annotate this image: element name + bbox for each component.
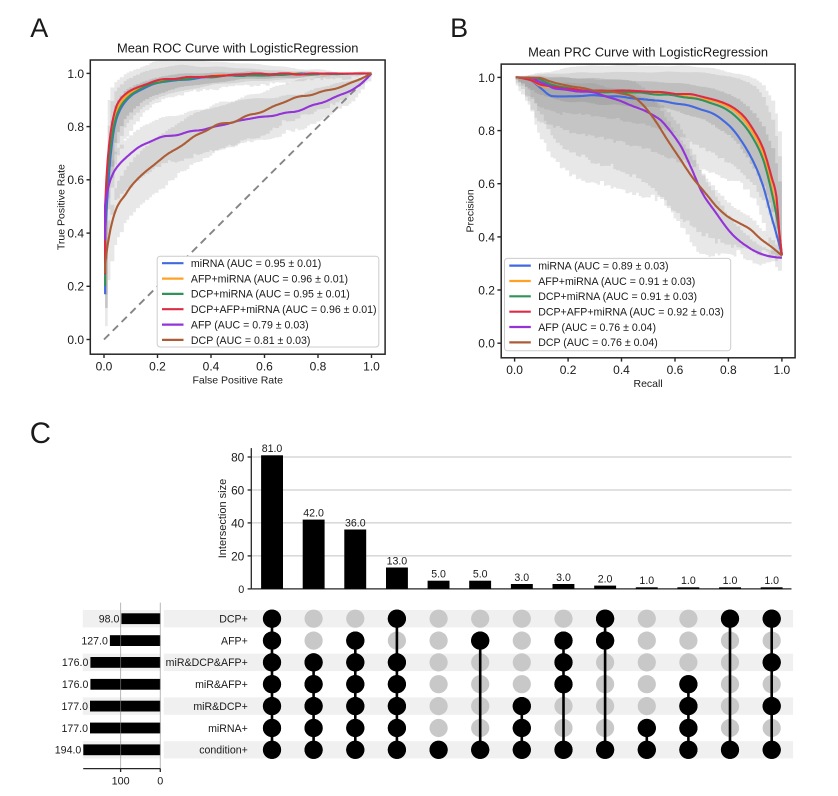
svg-text:1.0: 1.0 [723,575,738,587]
svg-text:DCP+miRNA (AUC = 0.91 ± 0.03): DCP+miRNA (AUC = 0.91 ± 0.03) [538,291,697,303]
svg-text:DCP+AFP+miRNA (AUC = 0.92 ± 0.: DCP+AFP+miRNA (AUC = 0.92 ± 0.03) [538,307,724,319]
svg-text:1.0: 1.0 [67,67,84,81]
svg-text:1.0: 1.0 [363,360,380,374]
svg-text:36.0: 36.0 [345,517,366,529]
svg-text:0.2: 0.2 [149,360,166,374]
svg-text:5.0: 5.0 [431,569,446,581]
svg-text:miR&DCP&AFP+: miR&DCP&AFP+ [166,657,248,669]
svg-text:176.0: 176.0 [62,657,89,669]
svg-text:0.0: 0.0 [67,333,84,347]
svg-text:80: 80 [231,450,245,464]
svg-text:Intersection size: Intersection size [217,479,229,558]
svg-text:0.8: 0.8 [720,363,737,377]
svg-text:194.0: 194.0 [55,745,82,757]
svg-text:DCP+: DCP+ [219,614,248,626]
svg-text:0.2: 0.2 [560,363,577,377]
svg-text:0.6: 0.6 [256,360,273,374]
svg-text:1.0: 1.0 [478,71,495,85]
svg-text:AFP (AUC = 0.79 ± 0.03): AFP (AUC = 0.79 ± 0.03) [191,319,309,331]
svg-text:0.8: 0.8 [67,120,84,134]
svg-text:176.0: 176.0 [62,679,89,691]
svg-text:1.0: 1.0 [774,363,791,377]
svg-text:True Positive Rate: True Positive Rate [56,164,68,250]
svg-text:0.8: 0.8 [478,124,495,138]
svg-text:Precision: Precision [464,189,476,232]
svg-text:0.6: 0.6 [478,177,495,191]
svg-text:20: 20 [231,549,245,563]
svg-text:AFP+miRNA (AUC = 0.96 ± 0.01): AFP+miRNA (AUC = 0.96 ± 0.01) [191,273,348,285]
svg-text:miR&AFP+: miR&AFP+ [195,679,248,691]
svg-text:Recall: Recall [634,378,663,390]
svg-text:1.0: 1.0 [639,575,654,587]
svg-text:98.0: 98.0 [99,614,120,626]
svg-text:40: 40 [231,516,245,530]
svg-text:1.0: 1.0 [681,575,696,587]
svg-text:False Positive Rate: False Positive Rate [192,375,283,387]
svg-text:0.6: 0.6 [67,173,84,187]
svg-text:AFP+: AFP+ [221,635,248,647]
svg-text:DCP+miRNA (AUC = 0.95 ± 0.01): DCP+miRNA (AUC = 0.95 ± 0.01) [191,289,350,301]
svg-text:177.0: 177.0 [61,701,88,713]
svg-text:0.0: 0.0 [506,363,523,377]
svg-text:0.0: 0.0 [478,337,495,351]
svg-text:177.0: 177.0 [61,723,88,735]
svg-text:42.0: 42.0 [303,507,324,519]
svg-text:miRNA+: miRNA+ [208,723,248,735]
svg-text:3.0: 3.0 [556,572,571,584]
svg-text:AFP+miRNA (AUC = 0.91 ± 0.03): AFP+miRNA (AUC = 0.91 ± 0.03) [538,276,695,288]
svg-text:100: 100 [112,776,130,788]
svg-text:DCP+AFP+miRNA (AUC = 0.96 ± 0.: DCP+AFP+miRNA (AUC = 0.96 ± 0.01) [191,304,377,316]
svg-text:DCP (AUC = 0.81 ± 0.03): DCP (AUC = 0.81 ± 0.03) [191,335,311,347]
svg-text:0: 0 [157,776,163,788]
svg-text:81.0: 81.0 [262,443,283,455]
svg-text:miRNA (AUC = 0.89 ± 0.03): miRNA (AUC = 0.89 ± 0.03) [538,260,668,272]
svg-text:0.2: 0.2 [67,280,84,294]
svg-text:0.0: 0.0 [96,360,113,374]
svg-text:1.0: 1.0 [764,575,779,587]
svg-text:3.0: 3.0 [514,572,529,584]
svg-text:0.8: 0.8 [310,360,327,374]
svg-text:127.0: 127.0 [81,635,108,647]
svg-text:0.6: 0.6 [667,363,684,377]
svg-text:0: 0 [238,584,244,596]
svg-text:miR&DCP+: miR&DCP+ [193,701,247,713]
svg-text:C: C [30,417,51,450]
svg-text:2.0: 2.0 [598,573,613,585]
svg-text:0.4: 0.4 [203,360,220,374]
svg-text:miRNA (AUC = 0.95 ± 0.01): miRNA (AUC = 0.95 ± 0.01) [191,258,321,270]
svg-text:0.4: 0.4 [478,230,495,244]
svg-text:AFP (AUC = 0.76 ± 0.04): AFP (AUC = 0.76 ± 0.04) [538,322,656,334]
svg-text:13.0: 13.0 [387,555,408,567]
svg-text:0.4: 0.4 [67,227,84,241]
svg-text:0.4: 0.4 [613,363,630,377]
svg-text:Mean PRC Curve with LogisticRe: Mean PRC Curve with LogisticRegression [528,45,768,60]
svg-text:condition+: condition+ [199,745,248,757]
svg-text:5.0: 5.0 [473,569,488,581]
svg-text:B: B [450,13,468,43]
svg-text:A: A [30,13,48,43]
svg-text:Mean ROC Curve with LogisticRe: Mean ROC Curve with LogisticRegression [117,41,358,56]
svg-text:DCP (AUC = 0.76 ± 0.04): DCP (AUC = 0.76 ± 0.04) [538,337,658,349]
svg-text:60: 60 [231,483,245,497]
svg-text:0.2: 0.2 [478,283,495,297]
